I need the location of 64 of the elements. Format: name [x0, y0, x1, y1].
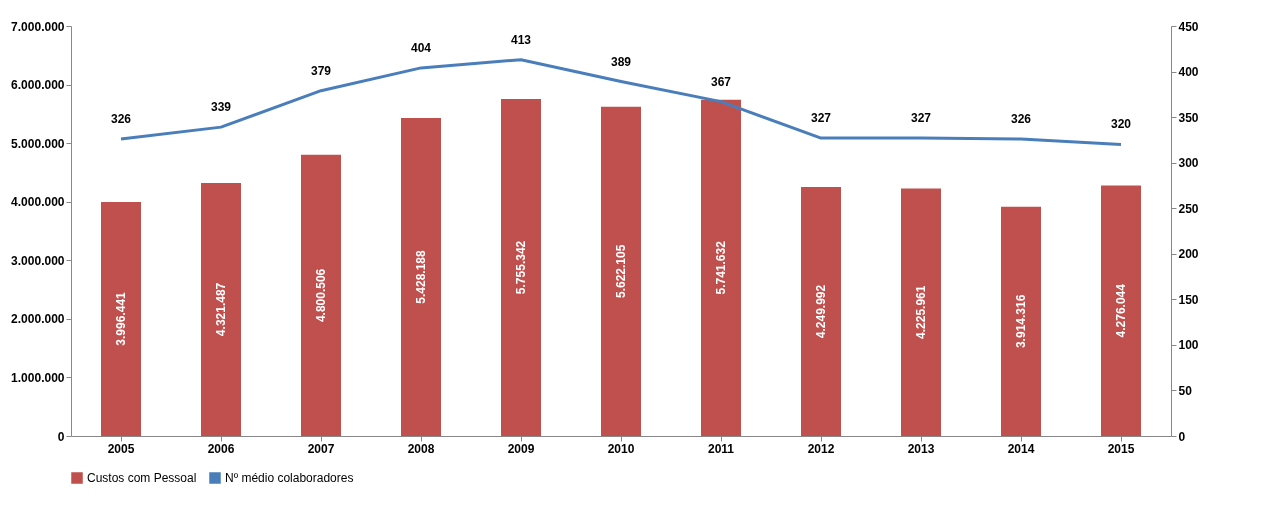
bar [801, 187, 841, 436]
data-label: 389 [610, 54, 632, 69]
x-tick-label: 2015 [1107, 441, 1135, 456]
y-tick-label: 2.000.000 [11, 312, 65, 327]
data-label: 413 [510, 32, 532, 47]
y-tick-label: 6.000.000 [11, 78, 65, 93]
x-tick-label: 2006 [207, 441, 235, 456]
data-label: 367 [710, 74, 732, 89]
data-label: 5.741.632 [714, 240, 728, 295]
x-tick-label: 2011 [707, 441, 735, 456]
data-label: 5.428.188 [414, 250, 428, 304]
data-label: 3.996.441 [114, 291, 128, 346]
data-label: 3.914.316 [1014, 294, 1028, 349]
bar [301, 154, 341, 436]
data-label: 327 [910, 111, 932, 126]
y2-tick-label: 300 [1178, 156, 1199, 171]
y-tick-label: 7.000.000 [11, 19, 65, 34]
data-label: 379 [310, 63, 332, 78]
data-label: 404 [410, 40, 432, 55]
y-tick-label: 3.000.000 [11, 253, 65, 268]
bar [501, 98, 541, 436]
bar [901, 188, 941, 436]
y2-tick-label: 200 [1178, 247, 1199, 262]
bar [601, 106, 641, 436]
y2-tick-label: 250 [1178, 201, 1199, 216]
data-label: 327 [810, 111, 832, 126]
data-label: 4.225.961 [914, 285, 928, 339]
data-label: 4.249.992 [814, 284, 828, 339]
y-tick-label: 0 [57, 429, 65, 444]
x-tick-label: 2005 [107, 441, 135, 456]
y2-tick-label: 350 [1178, 110, 1199, 125]
bar [401, 118, 441, 436]
x-tick-label: 2012 [807, 441, 835, 456]
data-label: 339 [210, 100, 232, 115]
legend-label: Custos com Pessoal [87, 471, 197, 485]
data-label: 320 [1110, 117, 1132, 132]
data-label: 326 [110, 111, 132, 126]
y-tick-label: 5.000.000 [11, 136, 65, 151]
y-tick-label: 1.000.000 [11, 370, 65, 385]
bar [701, 99, 741, 436]
legend-label: Nº médio colaboradores [225, 471, 354, 485]
y2-tick-label: 400 [1178, 65, 1199, 80]
data-label: 4.321.487 [214, 282, 228, 337]
x-tick-label: 2010 [607, 441, 635, 456]
y2-tick-label: 0 [1178, 429, 1186, 444]
data-label: 4.800.506 [314, 268, 328, 323]
bar [1001, 206, 1041, 436]
x-tick-label: 2008 [407, 441, 435, 456]
data-label: 326 [1010, 111, 1032, 126]
y2-tick-label: 150 [1178, 292, 1199, 307]
data-label: 5.755.342 [514, 240, 528, 295]
bar [201, 182, 241, 436]
data-label: 4.276.044 [1114, 283, 1128, 338]
data-label: 5.622.105 [614, 244, 628, 299]
x-tick-label: 2009 [507, 441, 535, 456]
y2-tick-label: 50 [1178, 383, 1193, 398]
x-tick-label: 2013 [907, 441, 935, 456]
x-tick-label: 2014 [1007, 441, 1035, 456]
x-tick-label: 2007 [307, 441, 335, 456]
bar [101, 201, 141, 436]
y-tick-label: 4.000.000 [11, 195, 65, 210]
bar [1101, 185, 1141, 436]
y2-tick-label: 450 [1178, 19, 1199, 34]
y2-tick-label: 100 [1178, 338, 1199, 353]
